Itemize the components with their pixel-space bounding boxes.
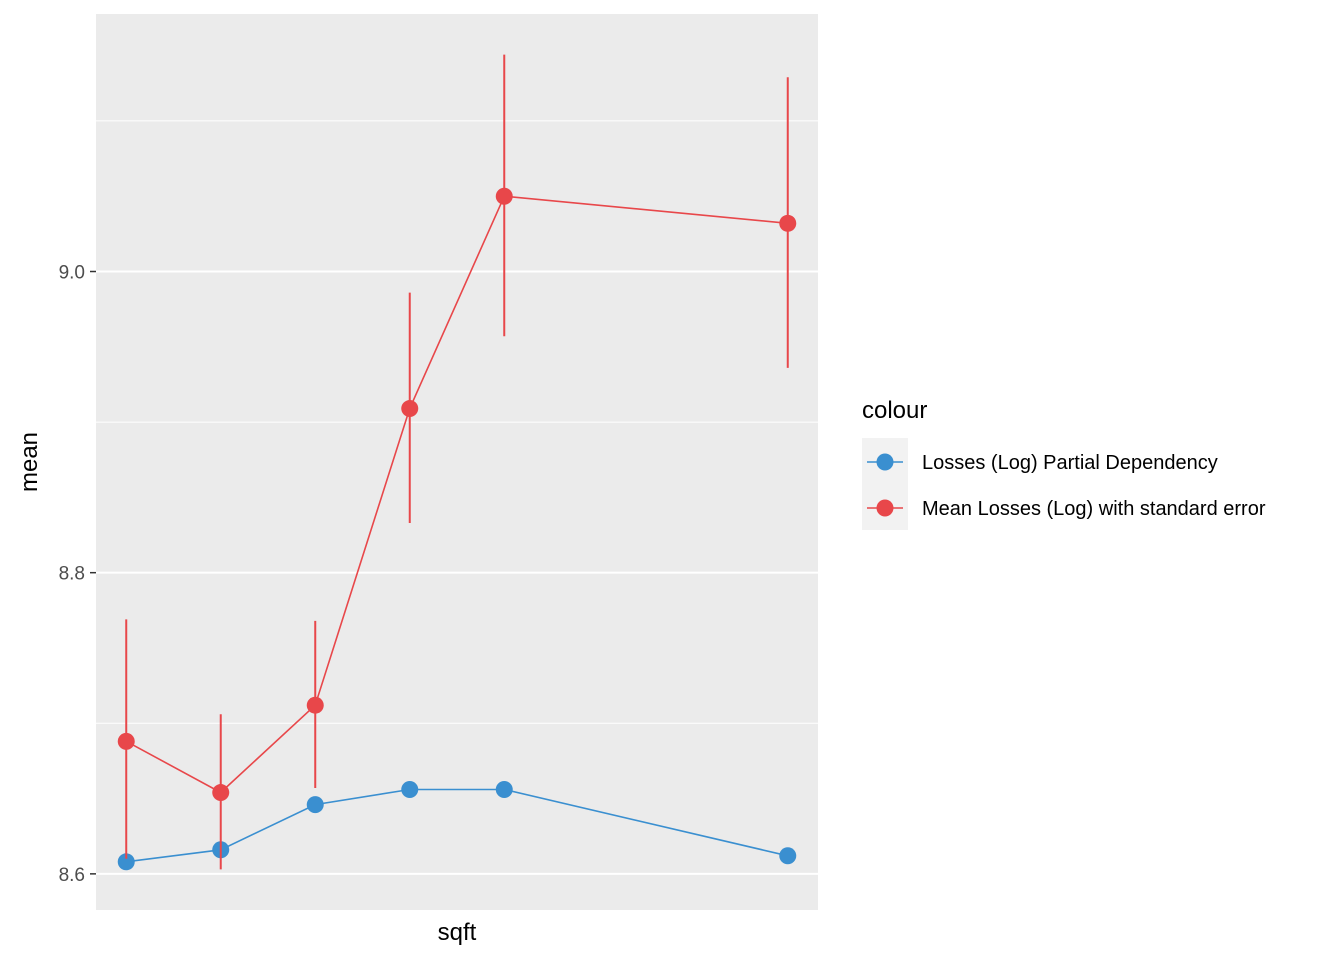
data-point: [117, 732, 135, 750]
legend-key-point: [876, 453, 894, 471]
legend: colour Losses (Log) Partial Dependency Me…: [862, 397, 1266, 530]
y-axis: 8.6 8.8 9.0: [59, 263, 96, 886]
series-1: [117, 781, 797, 871]
legend-key-point: [876, 499, 894, 517]
data-point: [495, 781, 513, 799]
data-point: [401, 400, 419, 418]
y-tick-label: 9.0: [59, 263, 85, 284]
series-layer: [117, 54, 797, 871]
data-point: [306, 696, 324, 714]
data-point: [495, 187, 513, 205]
y-tick-label: 8.8: [59, 564, 85, 585]
data-point: [212, 784, 230, 802]
y-tick-label: 8.6: [59, 865, 85, 886]
major-gridlines: [96, 270, 818, 875]
y-axis-title: mean: [16, 432, 43, 492]
series-line: [125, 195, 788, 794]
x-axis-title: sqft: [438, 919, 477, 946]
data-point: [779, 214, 797, 232]
data-point: [117, 853, 135, 871]
data-point: [779, 847, 797, 865]
minor-gridlines: [96, 120, 818, 724]
legend-label: Losses (Log) Partial Dependency: [922, 452, 1218, 474]
legend-items: Losses (Log) Partial Dependency Mean Loss…: [867, 452, 1266, 520]
series-line: [126, 788, 788, 863]
series-2: [117, 54, 797, 870]
panel-background: [96, 14, 818, 910]
legend-item: Mean Losses (Log) with standard error: [867, 498, 1266, 520]
data-point: [401, 781, 419, 799]
legend-label: Mean Losses (Log) with standard error: [922, 498, 1266, 520]
legend-item: Losses (Log) Partial Dependency: [867, 452, 1218, 474]
data-point: [306, 796, 324, 814]
legend-title: colour: [862, 397, 927, 424]
